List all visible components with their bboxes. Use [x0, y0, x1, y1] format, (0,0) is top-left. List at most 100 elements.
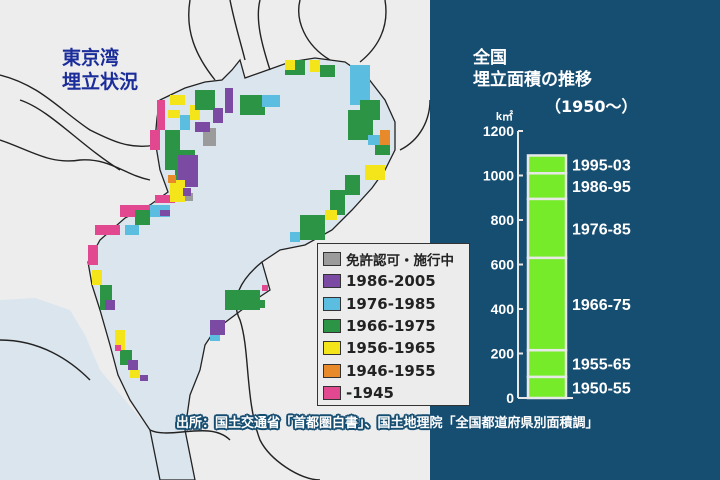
reclaimed-area [130, 370, 140, 378]
reclaimed-area [365, 165, 385, 180]
legend-label: 1976-1985 [346, 294, 436, 313]
legend-label: 1986-2005 [346, 272, 436, 291]
reclaimed-area [240, 95, 265, 115]
reclaimed-area [88, 245, 98, 265]
reclaimed-area [155, 195, 175, 203]
y-tick-label: 1000 [483, 168, 514, 184]
reclaimed-area [115, 345, 121, 351]
reclaimed-area [128, 360, 138, 370]
legend-item: -1945 [323, 382, 464, 404]
y-tick-label: 1200 [483, 123, 514, 139]
legend-item: 免許認可・施行中 [323, 248, 464, 270]
reclaimed-area [360, 100, 380, 120]
reclaimed-area [330, 190, 345, 215]
map-title: 東京湾 埋立状況 [62, 46, 138, 94]
reclaimed-area [183, 188, 191, 196]
y-tick-label: 0 [506, 390, 514, 406]
segment-label: 1976-85 [572, 221, 631, 238]
reclaimed-area [168, 175, 176, 183]
segment-label: 1966-75 [572, 297, 631, 314]
legend-item: 1946-1955 [323, 359, 464, 381]
chart-title-line1: 全国 [473, 48, 507, 68]
legend-swatch [323, 296, 341, 311]
map-title-line2: 埋立状況 [62, 71, 139, 93]
reclaimed-area [380, 130, 390, 150]
reclaimed-area [325, 210, 337, 220]
reclaimed-area [203, 128, 216, 146]
chart-title-line2: 埋立面積の推移 [473, 70, 592, 90]
reclaimed-area [157, 100, 165, 130]
legend-swatch [323, 252, 341, 267]
reclaimed-area [320, 65, 335, 77]
chart-panel [430, 0, 720, 480]
reclaimed-area [213, 108, 223, 123]
reclaimed-area [180, 115, 190, 130]
map-legend: 免許認可・施行中 1986-2005 1976-1985 1966-1975 1956-… [317, 243, 470, 406]
reclaimed-area [285, 60, 295, 70]
map-title-line1: 東京湾 [62, 47, 120, 69]
y-tick-label: 600 [491, 257, 515, 273]
legend-item: 1956-1965 [323, 337, 464, 359]
legend-swatch [323, 319, 341, 334]
y-tick-label: 800 [491, 212, 515, 228]
reclaimed-area [368, 135, 383, 145]
bar-segment [526, 154, 568, 175]
reclaimed-area [160, 210, 170, 216]
chart-title: 全国 埋立面積の推移 [473, 47, 592, 91]
reclaimed-area [262, 285, 268, 291]
reclaimed-area [170, 95, 185, 105]
reclaimed-area [310, 60, 320, 72]
y-tick-label: 200 [491, 346, 515, 362]
reclaimed-area [135, 210, 150, 225]
legend-swatch [323, 341, 341, 356]
reclaimed-area [375, 145, 390, 155]
source-note: 出所：国土交通省「首都圏白書」、国土地理院「全国都道府県別面積調」 [176, 416, 599, 431]
reclaimed-area [105, 300, 115, 310]
reclaimed-area [345, 175, 360, 195]
legend-label: 1966-1975 [346, 317, 436, 336]
bar-segment [526, 375, 568, 400]
segment-label: 1995-03 [572, 157, 631, 174]
reclaimed-area [195, 122, 210, 132]
reclaimed-area [178, 155, 198, 187]
legend-label: -1945 [346, 383, 394, 402]
reclaimed-area [125, 225, 139, 235]
reclaimed-area [262, 95, 280, 107]
reclaimed-area [95, 225, 120, 235]
reclaimed-area [140, 375, 148, 381]
legend-item: 1986-2005 [323, 270, 464, 292]
reclaimed-area [115, 330, 125, 350]
y-axis-unit: k㎡ [496, 109, 513, 123]
reclaimed-area [300, 215, 325, 240]
bar-segment [526, 197, 568, 260]
segment-label: 1950-55 [572, 380, 631, 397]
y-tick-label: 400 [491, 301, 515, 317]
legend-label: 1956-1965 [346, 339, 436, 358]
bar-segment [526, 172, 568, 201]
legend-swatch [323, 274, 341, 289]
segment-label: 1955-65 [572, 357, 631, 374]
legend-label: 免許認可・施行中 [346, 253, 454, 270]
reclaimed-area [200, 95, 212, 105]
legend-swatch [323, 385, 341, 400]
reclaimed-area [185, 193, 193, 201]
chart-subtitle: （1950～） [545, 97, 638, 116]
reclaimed-area [150, 130, 160, 150]
legend-item: 1966-1975 [323, 315, 464, 337]
bar-segment [526, 348, 568, 379]
reclaimed-area [225, 88, 233, 113]
legend-swatch [323, 363, 341, 378]
reclaimed-area [190, 105, 200, 120]
rivers-and-borders [0, 0, 431, 480]
reclaimed-area [92, 270, 102, 285]
legend-label: 1946-1955 [346, 361, 436, 380]
reclaimed-area [168, 110, 180, 118]
reclaimed-area [350, 65, 370, 105]
ocean [0, 298, 160, 480]
reclaimed-area [210, 320, 225, 335]
legend-item: 1976-1985 [323, 293, 464, 315]
reclaimed-area [290, 232, 300, 242]
bar-segment [526, 256, 568, 352]
segment-label: 1986-95 [572, 179, 631, 196]
